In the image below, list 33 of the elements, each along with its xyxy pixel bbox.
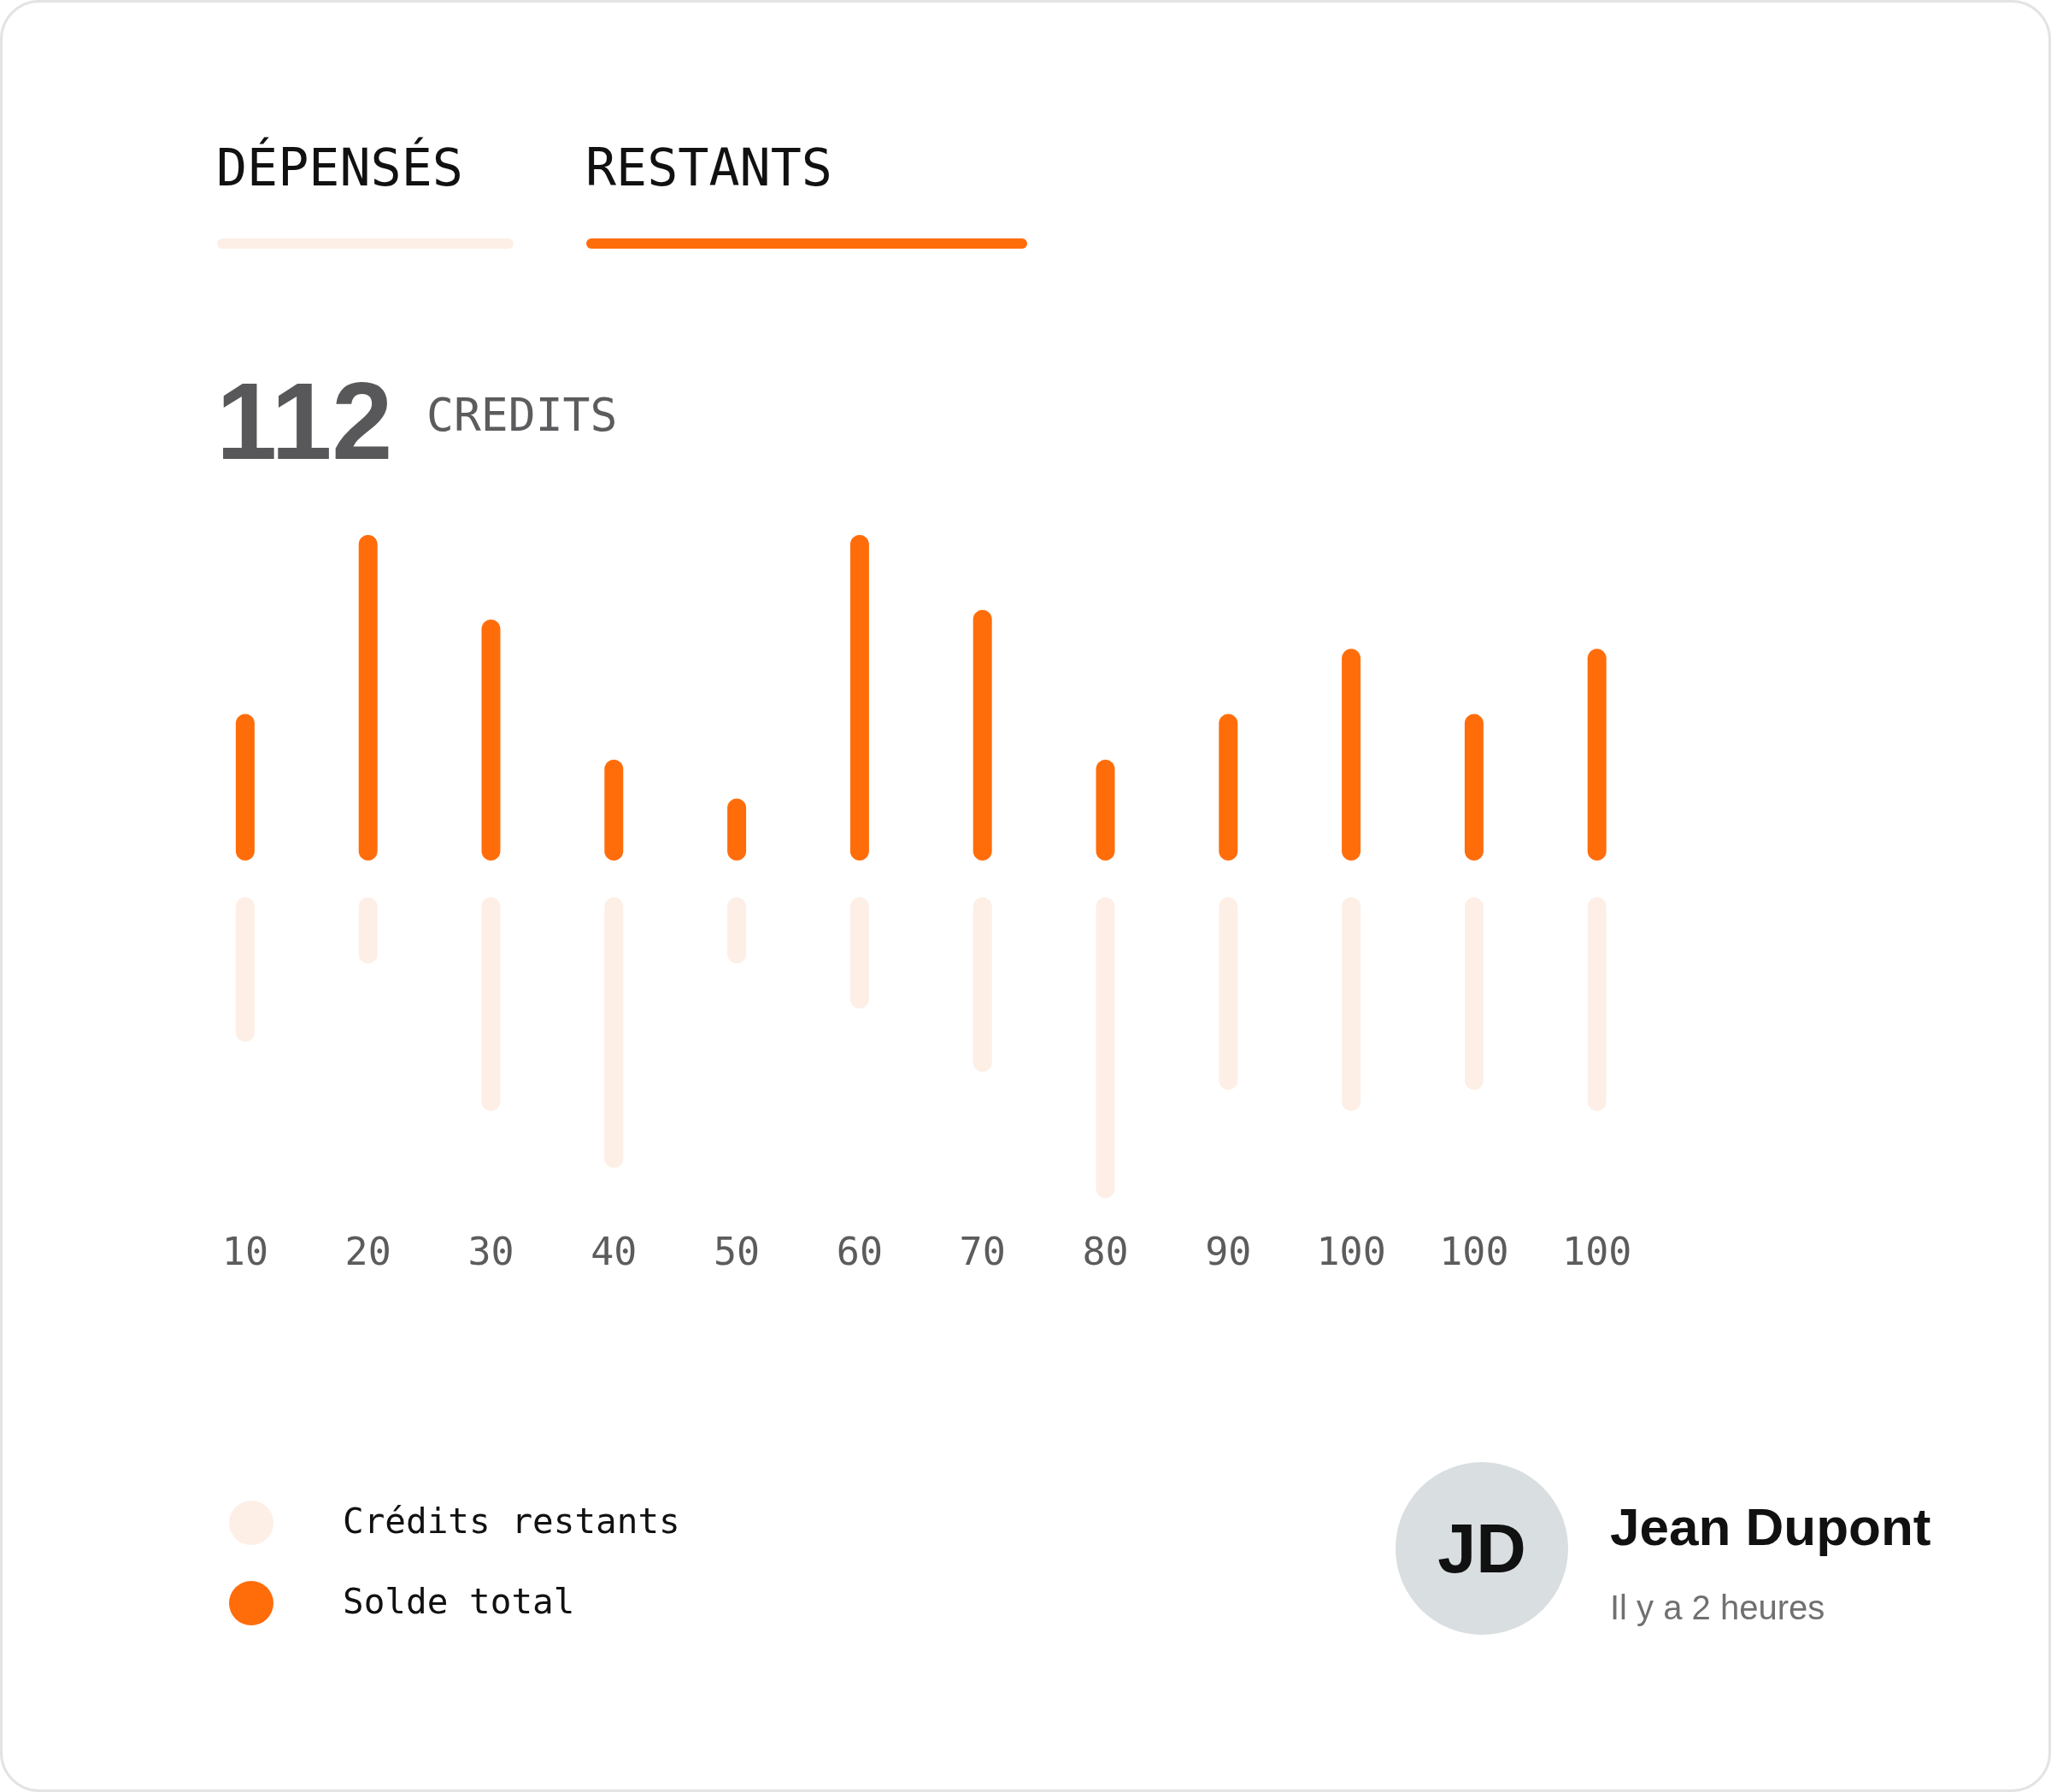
x-tick-label: 60 <box>836 1229 883 1275</box>
text: Il y a 2 heures <box>1610 1589 1825 1626</box>
bar <box>358 535 378 861</box>
bar <box>1219 714 1238 861</box>
text: DÉPENSÉS <box>216 138 463 197</box>
bar <box>849 535 869 861</box>
x-tick-label: 100 <box>1562 1229 1632 1275</box>
x-tick-label: 80 <box>1082 1229 1129 1275</box>
x-tick-label: 100 <box>1439 1229 1509 1275</box>
avatar-circle: JD <box>1396 1462 1568 1635</box>
x-tick-label: 50 <box>714 1229 761 1275</box>
bar <box>727 798 747 861</box>
bar <box>973 609 992 861</box>
x-tick-label: 90 <box>1205 1229 1252 1275</box>
x-tick-label: 20 <box>344 1229 391 1275</box>
x-tick-label: 100 <box>1316 1229 1386 1275</box>
chart-title: 112 <box>216 360 393 482</box>
x-tick-label: 70 <box>959 1229 1006 1275</box>
text: RESTANTS <box>585 138 832 197</box>
x-tick-label: 30 <box>467 1229 514 1275</box>
text: Jean Dupont <box>1610 1497 1931 1556</box>
bar <box>481 620 501 861</box>
bar <box>1587 649 1607 861</box>
x-tick-label: 40 <box>591 1229 638 1275</box>
bar <box>235 714 255 861</box>
bar <box>604 759 624 861</box>
legend-label: Crédits restants <box>343 1501 680 1542</box>
bar <box>1464 714 1484 861</box>
bar <box>1342 649 1361 861</box>
chart-subtitle: CREDITS <box>426 389 618 441</box>
x-tick-label: 10 <box>221 1229 268 1275</box>
bar <box>1096 759 1115 861</box>
legend-label: Solde total <box>343 1581 575 1622</box>
